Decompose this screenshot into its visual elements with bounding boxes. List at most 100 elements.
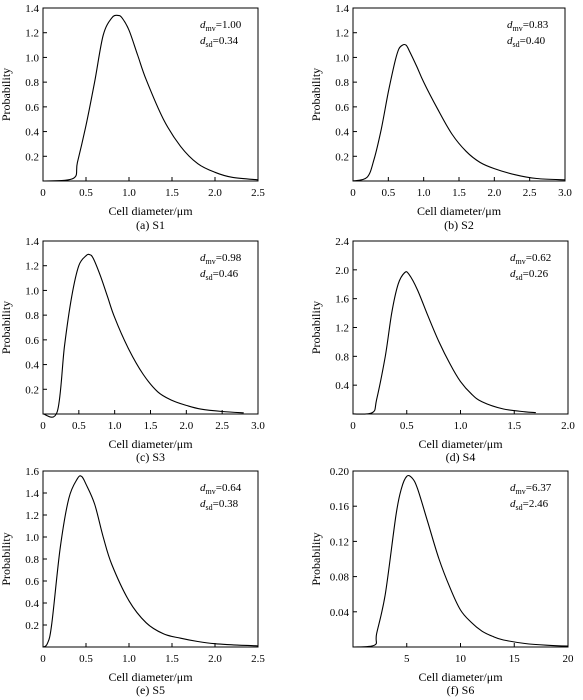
stat-dsd: dsd=0.26 [510,268,549,282]
distribution-curve [352,474,569,648]
y-tick-label: 1.6 [335,294,349,306]
x-tick-label: 0.5 [79,653,93,665]
chart-panel-s5: 0 0.5 1.0 1.5 2.0 2.5 0.2 0.4 0.6 0.8 1.0 1.2 1.4 1.6… [0,466,265,697]
y-tick-label: 0.8 [335,351,349,363]
x-tick-label: 0.5 [400,420,414,432]
y-tick-label: 0.20 [330,466,350,478]
stat-d-symbol: d [200,268,206,280]
y-tick-label: 1.2 [335,323,349,335]
stat-d-symbol: d [200,252,206,264]
y-tick-label: 0.8 [25,310,39,322]
stat-dmv-value: =0.62 [526,252,551,264]
x-tick-label: 2.0 [487,187,501,199]
stat-dsd-value: =0.26 [523,268,549,280]
stat-dsd: dsd=0.34 [200,35,239,49]
stat-dmv-value: =0.98 [216,252,242,264]
stat-d-symbol: d [200,19,206,31]
distribution-curve [352,271,536,415]
x-tick-label: 1.5 [507,420,521,432]
y-tick-label: 1.2 [25,28,39,40]
x-axis-label: Cell diameter/μm [108,204,193,218]
x-tick-label: 0 [40,187,46,199]
y-tick-label: 0.2 [25,384,39,396]
y-tick-label: 0.6 [335,102,349,114]
y-tick-label: 1.4 [25,3,39,15]
y-axis-label: Probability [0,301,13,354]
y-tick-label: 1.2 [25,510,39,522]
x-tick-label: 2.5 [215,420,229,432]
chart-panel-s3: 0 0.5 1.0 1.5 2.0 2.5 3.0 0.2 0.4 0.6 0.8 1.0 1.2 1.4… [0,236,265,464]
distribution-curve [42,475,259,648]
x-axis-label: Cell diameter/μm [418,670,503,684]
stat-dmv: dmv=0.62 [510,252,551,266]
stat-d-symbol: d [507,35,513,47]
y-axis-label: Probability [309,532,323,585]
x-tick-label: 0 [40,653,46,665]
stat-d-symbol: d [507,19,513,31]
stat-dsd: dsd=2.46 [510,498,549,512]
stat-dsd-subscript: sd [206,40,213,49]
stat-dsd-value: =0.38 [213,498,239,510]
x-tick-label: 0 [350,187,356,199]
x-tick-label: 2.0 [561,420,575,432]
stat-dmv: dmv=1.00 [200,19,242,33]
x-tick-label: 2.0 [208,653,222,665]
stat-dmv: dmv=0.98 [200,252,242,266]
x-tick-label: 2.0 [179,420,193,432]
plot-frame [352,7,566,182]
stat-dmv-subscript: mv [513,24,523,33]
plot-frame [352,240,569,415]
y-axis-label: Probability [309,301,323,354]
y-axis-label: Probability [0,68,13,121]
x-tick-label: 1.5 [144,420,158,432]
stat-dsd-value: =0.46 [213,268,239,280]
y-tick-label: 1.4 [25,488,39,500]
x-axis-label: Cell diameter/μm [417,204,502,218]
stat-dmv-subscript: mv [516,257,526,266]
x-tick-label: 1.0 [108,420,122,432]
panel-caption: (d) S4 [446,450,476,464]
stat-dsd-subscript: sd [516,503,523,512]
y-tick-label: 1.4 [25,236,39,248]
stat-dmv: dmv=6.37 [510,482,552,496]
stat-dsd: dsd=0.46 [200,268,239,282]
y-tick-label: 1.0 [25,285,39,297]
stat-dsd-subscript: sd [206,273,213,282]
plot-frame [42,7,259,182]
chart-panel-s2: 0 0.5 1.0 1.5 2.0 2.5 3.0 0.2 0.4 0.6 0.8 1.0 1.2 1.4… [309,3,572,232]
stat-dmv-value: =1.00 [216,19,242,31]
y-tick-label: 0.4 [25,598,39,610]
stat-dsd-value: =2.46 [523,498,549,510]
x-tick-label: 1.0 [454,420,468,432]
y-axis-label: Probability [309,68,323,121]
y-tick-label: 0.6 [25,102,39,114]
y-tick-label: 0.4 [25,127,39,139]
y-tick-label: 1.2 [335,28,349,40]
x-tick-label: 15 [509,653,521,665]
y-tick-label: 0.4 [335,127,349,139]
x-tick-label: 0 [40,420,46,432]
y-tick-label: 2.0 [335,265,349,277]
stat-d-symbol: d [200,482,206,494]
stat-d-symbol: d [510,252,516,264]
x-tick-label: 1.5 [165,187,179,199]
stat-d-symbol: d [200,35,206,47]
x-tick-label: 1.0 [122,187,136,199]
y-axis-label: Probability [0,532,13,585]
x-tick-label: 2.5 [251,187,265,199]
stat-dmv: dmv=0.83 [507,19,549,33]
x-tick-label: 0 [350,420,356,432]
chart-panel-s6: 5 10 15 20 0.04 0.08 0.12 0.16 0.20 Cell diameter… [309,466,574,697]
y-tick-label: 0.4 [25,360,39,372]
y-tick-label: 0.08 [330,572,350,584]
x-tick-label: 2.5 [523,187,537,199]
x-axis-label: Cell diameter/μm [418,437,503,451]
y-tick-label: 0.8 [25,554,39,566]
x-tick-label: 20 [563,653,575,665]
panel-caption: (a) S1 [136,218,165,232]
stat-dsd: dsd=0.40 [507,35,546,49]
stat-dsd-value: =0.40 [520,35,546,47]
panel-caption: (e) S5 [136,683,165,697]
chart-panel-s4: 0 0.5 1.0 1.5 2.0 0.4 0.8 1.2 1.6 2.0 2.4 Cell diam… [309,236,575,464]
stat-dmv-subscript: mv [206,487,216,496]
